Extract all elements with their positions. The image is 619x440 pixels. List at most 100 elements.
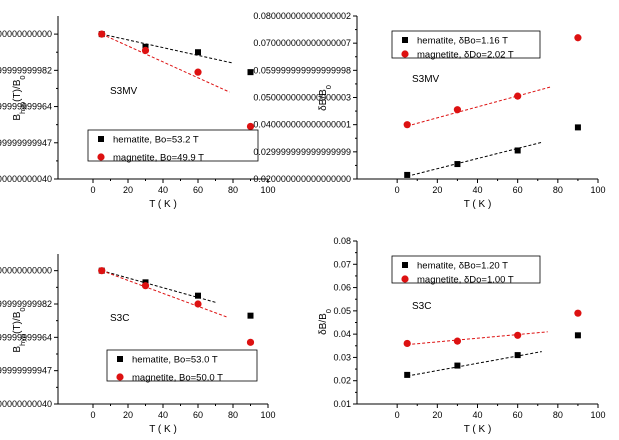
y-axis-label: Bhyp(T)/B0 — [12, 307, 27, 352]
data-point-hematite — [514, 147, 521, 154]
y-tick-label: 0.050000000000000003 — [253, 93, 351, 103]
data-point-hematite — [195, 292, 201, 299]
legend-label: magnetite, Bo=50.0 T — [132, 373, 223, 384]
y-tick-label: 1.000000000000000000 — [0, 29, 52, 39]
x-axis-label: T ( K ) — [464, 199, 492, 210]
legend-box — [106, 349, 258, 382]
y-axis-label: δB/B0 — [318, 85, 333, 111]
data-point-magnetite — [574, 309, 582, 317]
chart-panel-3: 0 20 40 60 80 100 0.920000000000000040 0.939999… — [0, 254, 276, 435]
data-point-magnetite — [574, 34, 582, 42]
x-tick-label: 80 — [553, 410, 563, 420]
x-tick-label: 100 — [590, 410, 605, 420]
data-point-hematite — [247, 312, 254, 319]
data-point-magnetite — [514, 331, 522, 339]
legend-marker — [402, 262, 408, 268]
legend-marker — [117, 356, 123, 362]
y-axis-label-part: B — [12, 346, 23, 353]
fit-line-magnetite — [407, 86, 552, 127]
data-point-hematite — [195, 49, 201, 56]
x-tick-label: 0 — [395, 185, 400, 195]
sample-annotation: S3C — [110, 313, 129, 324]
y-axis-label-subscript: 0 — [18, 307, 27, 311]
y-tick-label: 0.07 — [333, 259, 351, 269]
data-point-hematite — [454, 362, 461, 369]
x-tick-label: 60 — [193, 185, 203, 195]
fit-line-hematite — [101, 33, 234, 64]
legend-marker — [401, 50, 409, 58]
y-axis-label-subscript: 0 — [324, 309, 333, 313]
data-point-magnetite — [403, 121, 411, 129]
data-point-magnetite — [246, 122, 255, 131]
y-tick-label: 0.059999999999999998 — [253, 65, 351, 75]
x-tick-label: 0 — [90, 185, 95, 195]
data-point-magnetite — [403, 339, 411, 348]
y-tick-label: 0.01 — [333, 399, 351, 409]
fit-line-hematite — [407, 351, 542, 377]
legend-label: hematite, δBo=1.20 T — [417, 261, 508, 272]
fit-line-magnetite — [407, 331, 548, 346]
x-tick-label: 100 — [260, 185, 275, 195]
legend-label: hematite, δBo=1.16 T — [417, 36, 508, 47]
x-tick-label: 60 — [193, 410, 203, 420]
sample-annotation: S3C — [412, 301, 431, 312]
y-tick-label: 0.939999999999999947 — [0, 366, 52, 376]
x-tick-label: 100 — [260, 410, 275, 420]
data-point-magnetite — [141, 46, 150, 55]
fit-line-magnetite — [101, 270, 228, 318]
x-tick-label: 0 — [90, 410, 95, 420]
data-point-magnetite — [98, 267, 106, 275]
legend-marker — [401, 275, 409, 283]
x-tick-label: 0 — [395, 410, 400, 420]
y-tick-label: 0.05 — [333, 306, 351, 316]
y-tick-label: 0.02 — [333, 376, 351, 386]
y-axis-label-subscript: 0 — [18, 75, 27, 79]
fit-line-hematite — [407, 141, 542, 177]
legend: hematite, δBo=1.16 T magnetite, δDo=2.02 … — [391, 30, 541, 61]
legend-label: magnetite, δDo=1.00 T — [417, 275, 514, 286]
y-tick-label: 0.04 — [333, 329, 351, 339]
legend-box — [87, 129, 259, 162]
x-tick-label: 20 — [432, 410, 442, 420]
data-point-magnetite — [98, 30, 106, 38]
y-axis-label: Bhyp(T)/B0 — [12, 75, 27, 120]
x-axis-label: T ( K ) — [149, 199, 177, 210]
x-tick-label: 100 — [590, 185, 605, 195]
legend-marker — [402, 37, 408, 43]
data-point-hematite — [247, 69, 254, 76]
y-tick-label: 0.959999999999999964 — [0, 332, 52, 342]
x-tick-label: 40 — [158, 410, 168, 420]
x-tick-label: 80 — [228, 185, 238, 195]
fit-line-magnetite — [101, 33, 230, 93]
x-tick-label: 60 — [513, 185, 523, 195]
legend: hematite, Bo=53.2 T magnetite, Bo=49.9 T — [87, 129, 259, 164]
y-tick-label: 0.03 — [333, 352, 351, 362]
x-tick-label: 40 — [158, 185, 168, 195]
legend-marker — [97, 153, 105, 161]
data-point-magnetite — [194, 68, 202, 76]
legend: hematite, Bo=53.0 T magnetite, Bo=50.0 T — [106, 349, 258, 384]
y-axis-label-part: B — [12, 114, 23, 121]
y-axis-label: δB/B0 — [318, 309, 333, 335]
x-tick-label: 20 — [123, 410, 133, 420]
data-point-magnetite — [453, 337, 462, 345]
y-axis-label-part: (T)/B — [12, 79, 23, 102]
data-point-hematite — [454, 161, 461, 168]
y-tick-label: 0.979999999999999982 — [0, 299, 52, 309]
x-tick-label: 60 — [513, 410, 523, 420]
y-tick-label: 0.920000000000000040 — [0, 399, 52, 409]
data-point-hematite — [574, 332, 581, 339]
legend-label: magnetite, δDo=2.02 T — [417, 50, 514, 61]
data-point-hematite — [574, 124, 581, 131]
y-tick-label: 0.040000000000000001 — [253, 120, 351, 130]
y-axis-label-subscript: hyp — [18, 334, 27, 346]
y-tick-label: 0.959999999999999964 — [0, 102, 52, 112]
y-axis-label-part: δB/B — [318, 313, 329, 335]
y-tick-label: 0.020000000000000000 — [253, 174, 351, 184]
y-tick-label: 0.029999999999999999 — [253, 147, 351, 157]
y-axis-label-subscript: hyp — [18, 102, 27, 114]
legend-label: magnetite, Bo=49.9 T — [113, 153, 204, 164]
data-point-magnetite — [194, 300, 202, 308]
legend-box — [391, 255, 541, 284]
